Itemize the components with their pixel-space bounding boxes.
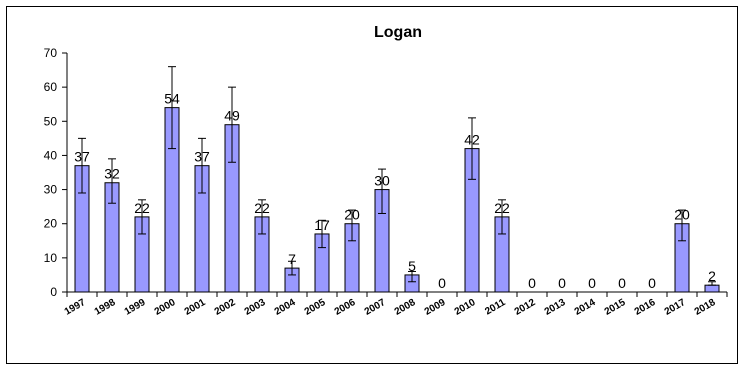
x-tick-label-1999: 1999 <box>123 297 148 318</box>
error-bar-2001 <box>198 137 206 194</box>
x-tick-label-2011: 2011 <box>483 297 508 318</box>
x-tick-label-2009: 2009 <box>423 297 448 318</box>
bars <box>74 107 720 293</box>
error-bar-2017 <box>678 209 686 242</box>
x-tick-label-1997: 1997 <box>63 297 88 318</box>
error-bar-2005 <box>318 219 326 249</box>
x-tick-label-2006: 2006 <box>333 297 358 318</box>
x-tick-label-2010: 2010 <box>453 297 478 318</box>
data-label-2008: 5 <box>408 258 416 274</box>
y-tick-label: 50 <box>44 114 58 128</box>
y-tick-label: 0 <box>50 285 57 299</box>
data-labels: 37 32 22 54 37 49 22 7 17 20 30 5 0 42 22 0 0 0 0 0 20 2 <box>74 91 716 291</box>
data-label-2002: 49 <box>224 108 240 124</box>
x-tick-label-2003: 2003 <box>243 297 268 318</box>
data-label-2016: 0 <box>648 275 656 291</box>
error-bar-2011 <box>498 199 506 235</box>
x-tick-label-2002: 2002 <box>213 297 238 318</box>
chart-title: Logan <box>374 24 422 41</box>
data-label-2003: 22 <box>254 200 270 216</box>
y-tick-label: 30 <box>44 183 58 197</box>
error-bar-2002 <box>228 86 236 163</box>
x-tick-label-2001: 2001 <box>183 297 208 318</box>
error-bar-2006 <box>348 209 356 242</box>
error-bar-2008 <box>408 271 416 283</box>
x-tick-label-2012: 2012 <box>513 297 538 318</box>
data-label-1997: 37 <box>74 149 90 165</box>
data-label-2000: 54 <box>164 91 180 107</box>
y-tick-label: 40 <box>44 148 58 162</box>
data-label-2004: 7 <box>288 251 296 267</box>
x-tick-label-1998: 1998 <box>93 297 118 318</box>
data-label-2001: 37 <box>194 149 210 165</box>
x-tick-label-2017: 2017 <box>663 297 688 318</box>
error-bar-1998 <box>108 158 116 204</box>
data-label-2015: 0 <box>618 275 626 291</box>
error-bar-2010 <box>468 117 476 180</box>
data-label-1999: 22 <box>134 200 150 216</box>
x-tick-label-2004: 2004 <box>273 297 298 318</box>
error-bar-2018 <box>708 281 716 286</box>
error-bar-2004 <box>288 260 296 276</box>
data-label-2010: 42 <box>464 132 480 148</box>
x-tick-label-2014: 2014 <box>573 297 598 318</box>
x-tick-label-2018: 2018 <box>693 297 718 318</box>
data-label-2009: 0 <box>438 275 446 291</box>
bar-2018 <box>704 284 720 293</box>
x-tick-label-2013: 2013 <box>543 297 568 318</box>
x-tick-label-2005: 2005 <box>303 297 328 318</box>
error-bar-2000 <box>168 66 176 150</box>
error-bar-2007 <box>378 168 386 214</box>
data-label-2005: 17 <box>314 217 330 233</box>
x-axis: 1997 1998 1999 2000 2001 2002 2003 2004 2005 2006… <box>63 291 728 318</box>
y-axis: 0 10 20 30 40 50 60 70 <box>44 46 68 299</box>
x-tick-label-2015: 2015 <box>603 297 628 318</box>
x-tick-label-2000: 2000 <box>153 297 178 318</box>
x-tick-label-2008: 2008 <box>393 297 418 318</box>
data-label-2018: 2 <box>708 268 716 284</box>
chart-frame: Logan 0 10 20 30 40 50 60 70 1997 1998 1999 2000 20… <box>6 6 738 364</box>
data-label-2006: 20 <box>344 207 360 223</box>
data-label-2011: 22 <box>494 200 510 216</box>
y-tick-label: 70 <box>44 46 58 60</box>
error-bar-2003 <box>258 199 266 235</box>
error-bars <box>78 66 716 286</box>
error-bar-1997 <box>78 137 86 194</box>
data-label-2017: 20 <box>674 207 690 223</box>
data-label-1998: 32 <box>104 166 120 182</box>
x-tick-label-2016: 2016 <box>633 297 658 318</box>
data-label-2014: 0 <box>588 275 596 291</box>
data-label-2007: 30 <box>374 173 390 189</box>
y-tick-label: 20 <box>44 217 58 231</box>
y-tick-label: 10 <box>44 251 58 265</box>
data-label-2013: 0 <box>558 275 566 291</box>
error-bar-1999 <box>138 199 146 235</box>
x-tick-label-2007: 2007 <box>363 297 388 318</box>
y-tick-label: 60 <box>44 80 58 94</box>
data-label-2012: 0 <box>528 275 536 291</box>
